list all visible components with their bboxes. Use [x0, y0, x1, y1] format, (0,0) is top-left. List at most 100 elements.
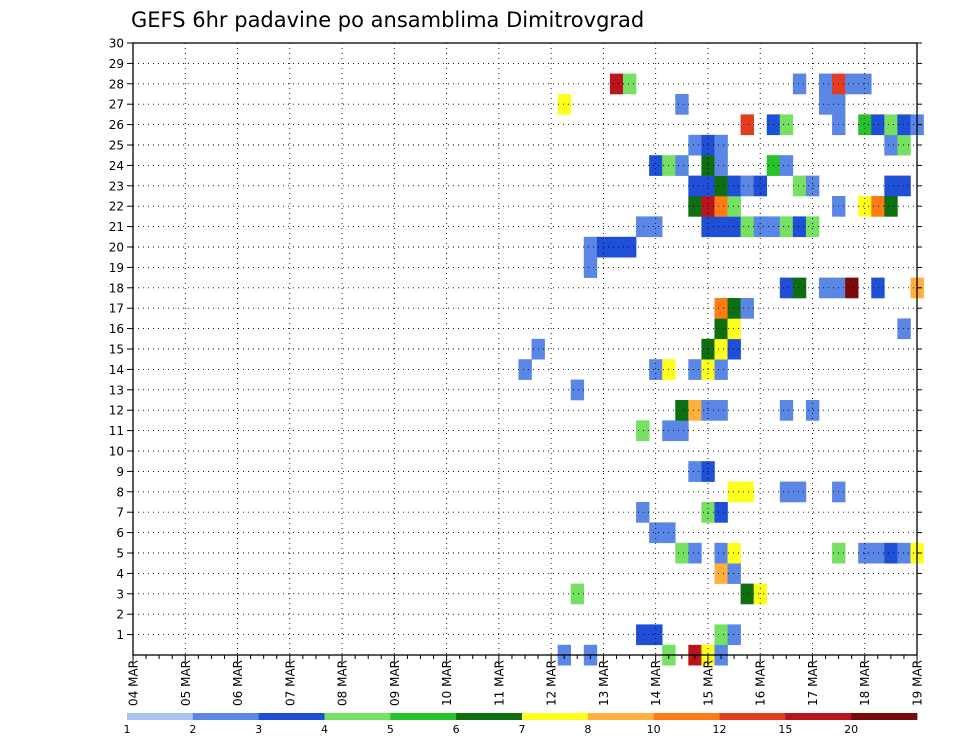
x-tick-label: 10 MAR: [440, 660, 454, 706]
y-tick-label: 1: [116, 628, 124, 642]
y-tick-label: 23: [109, 179, 124, 193]
y-axis: 1234567891011121314151617181920212223242…: [109, 37, 922, 642]
precip-cell: [845, 277, 859, 299]
y-tick-label: 29: [109, 57, 124, 71]
precip-cell: [609, 73, 624, 95]
precip-cell: [727, 298, 741, 319]
precip-cell: [727, 542, 741, 564]
precip-cell: [884, 542, 898, 564]
precip-cell: [649, 522, 663, 544]
x-axis: 04 MAR 05 MAR 06 MAR 07 MAR 08 MAR 09 MAR 10 M…: [127, 655, 925, 706]
precip-cell: [649, 155, 663, 176]
precip-cell: [871, 277, 885, 299]
precip-cell: [714, 318, 728, 340]
legend-color-swatch: [127, 713, 194, 720]
legend-label: 3: [255, 723, 262, 736]
x-tick-label: 16 MAR: [754, 660, 768, 706]
precip-cell: [727, 481, 741, 503]
precip-cell: [779, 216, 794, 238]
y-tick-label: 21: [109, 220, 124, 234]
precip-cell: [649, 624, 663, 646]
precip-cell: [688, 542, 702, 564]
precip-cell: [688, 359, 702, 380]
x-tick-label: 13 MAR: [597, 660, 611, 706]
y-tick-label: 8: [116, 485, 124, 499]
precip-cell: [714, 502, 728, 523]
x-tick-label: 04 MAR: [127, 660, 141, 706]
x-tick-label: 11 MAR: [492, 660, 506, 706]
legend-label: 20: [844, 723, 858, 736]
y-tick-label: 28: [109, 77, 124, 91]
precip-cell: [714, 298, 728, 319]
precip-cell: [871, 542, 885, 564]
precip-cell: [636, 624, 650, 646]
precip-cell: [714, 359, 728, 380]
precip-cell: [740, 216, 754, 238]
precip-cell: [727, 338, 741, 360]
precip-cell: [714, 134, 728, 156]
precip-cell: [871, 114, 885, 136]
y-tick-label: 17: [109, 302, 124, 316]
precip-cell: [714, 563, 728, 584]
precip-cell: [714, 400, 728, 421]
precip-cell: [740, 481, 754, 503]
precip-cell: [779, 114, 794, 136]
legend-color-swatch: [324, 713, 391, 720]
precip-cell: [805, 175, 820, 197]
precip-cell: [636, 502, 650, 523]
precip-cell: [688, 134, 702, 156]
precip-cell: [518, 359, 532, 380]
precip-cell: [636, 420, 650, 442]
legend-label: 15: [778, 723, 792, 736]
legend-label: 6: [453, 723, 460, 736]
precip-cell: [792, 481, 807, 503]
color-legend: 1 2 3 4 5 6 7 8 10 12 15 20: [124, 713, 918, 736]
precip-cell: [557, 94, 572, 115]
precip-cell: [779, 277, 794, 299]
x-tick-label: 08 MAR: [336, 660, 350, 706]
y-tick-label: 15: [109, 343, 124, 357]
legend-label: 2: [189, 723, 196, 736]
precip-cell: [819, 277, 833, 299]
y-tick-label: 9: [116, 465, 124, 479]
legend-color-swatch: [192, 713, 260, 720]
precip-cell: [675, 542, 689, 564]
precip-cell: [714, 196, 728, 217]
precip-cell: [636, 216, 650, 238]
precip-cell: [688, 196, 702, 217]
precip-cell: [740, 298, 754, 319]
y-tick-label: 19: [109, 261, 124, 275]
legend-color-swatch: [390, 713, 457, 720]
y-tick-label: 3: [116, 587, 124, 601]
x-tick-label: 12 MAR: [545, 660, 559, 706]
precip-cell: [792, 175, 807, 197]
precip-cell: [727, 624, 741, 646]
y-tick-label: 12: [109, 404, 124, 418]
precip-cell: [570, 583, 585, 605]
precip-cell: [714, 175, 728, 197]
precip-cell: [609, 236, 624, 258]
precip-cell: [792, 277, 807, 299]
y-tick-label: 5: [116, 547, 124, 561]
precip-cell: [884, 175, 898, 197]
legend-color-swatch: [653, 713, 720, 720]
x-tick-label: 06 MAR: [231, 660, 245, 706]
y-tick-label: 11: [109, 424, 124, 438]
precip-cell: [727, 563, 741, 584]
y-tick-label: 10: [109, 445, 124, 459]
x-tick-label: 07 MAR: [283, 660, 297, 706]
y-tick-label: 22: [109, 200, 124, 214]
precip-cell: [897, 542, 911, 564]
precip-cell: [675, 155, 689, 176]
precip-cell: [675, 94, 689, 115]
legend-color-swatch: [587, 713, 655, 720]
precip-cell: [675, 400, 689, 421]
precip-cell: [714, 542, 728, 564]
precip-cell: [858, 114, 872, 136]
x-tick-label: 15 MAR: [701, 660, 715, 706]
x-tick-label: 09 MAR: [388, 660, 402, 706]
legend-label: 8: [584, 723, 591, 736]
x-tick-label: 19 MAR: [911, 660, 925, 706]
precip-cell: [819, 94, 833, 115]
